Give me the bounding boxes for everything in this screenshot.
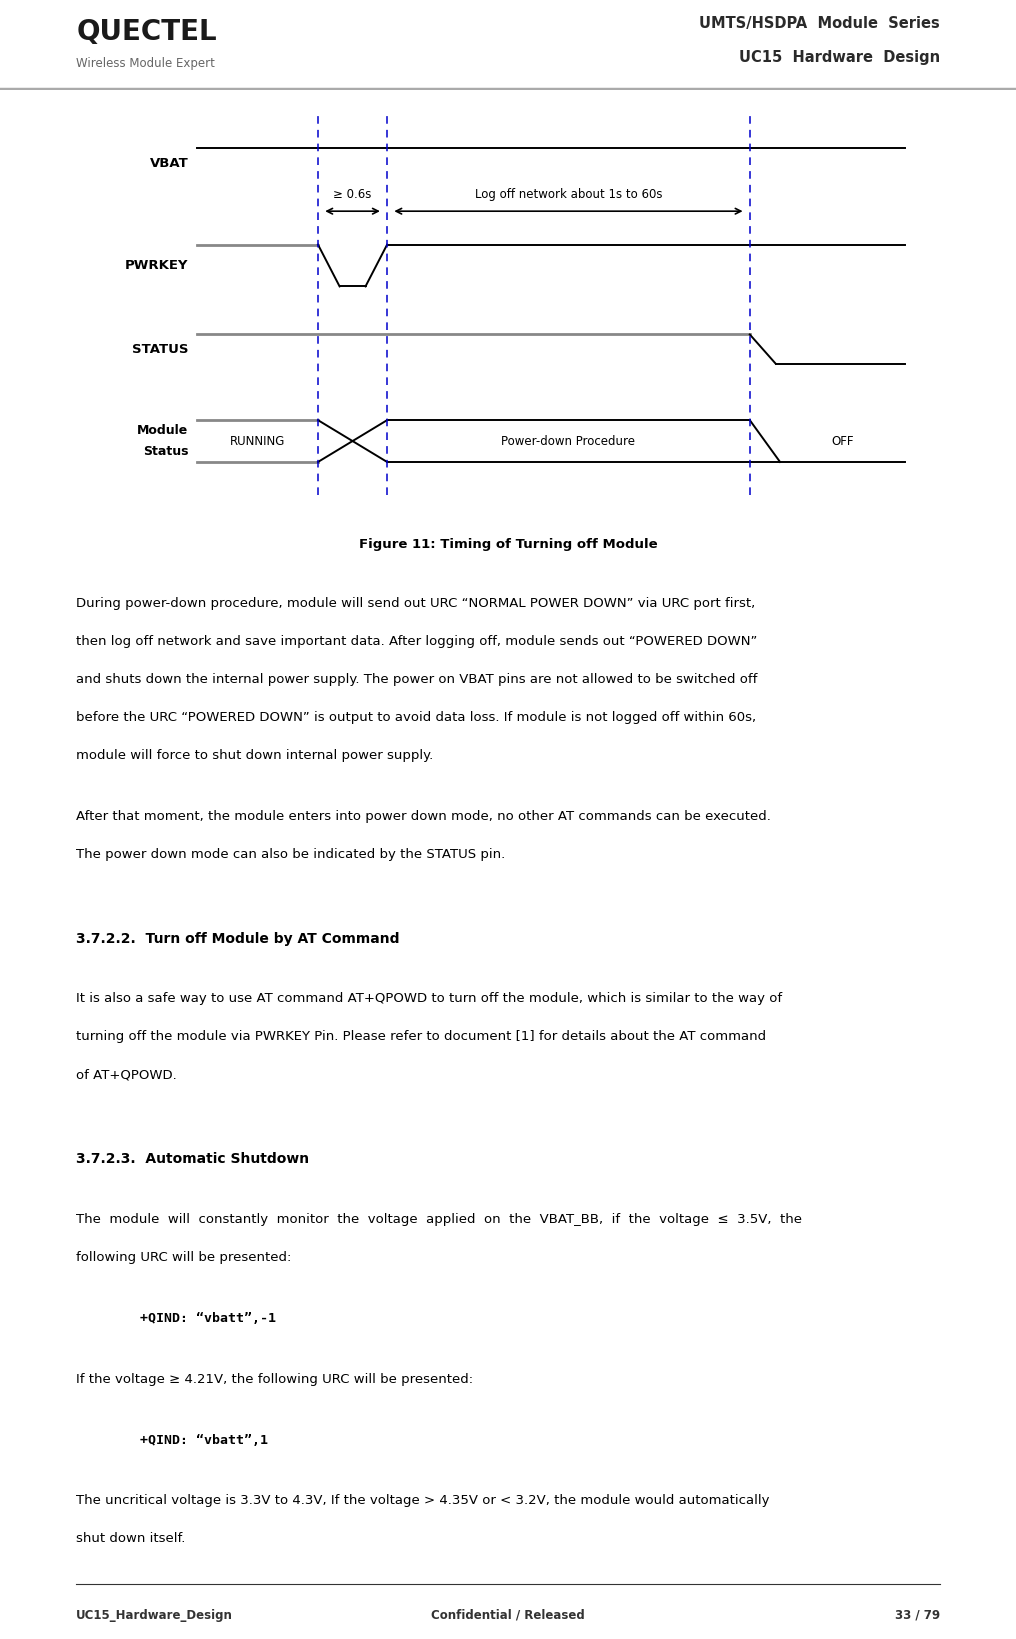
Text: +QIND: “vbatt”,1: +QIND: “vbatt”,1	[76, 1434, 268, 1447]
Text: Confidential / Released: Confidential / Released	[431, 1609, 585, 1623]
Text: 3.7.2.3.  Automatic Shutdown: 3.7.2.3. Automatic Shutdown	[76, 1152, 309, 1167]
Text: RUNNING: RUNNING	[230, 434, 285, 447]
Text: QUECTEL: QUECTEL	[76, 18, 216, 46]
Text: If the voltage ≥ 4.21V, the following URC will be presented:: If the voltage ≥ 4.21V, the following UR…	[76, 1373, 473, 1385]
Text: The  module  will  constantly  monitor  the  voltage  applied  on  the  VBAT_BB,: The module will constantly monitor the v…	[76, 1213, 803, 1226]
Text: 3.7.2.2.  Turn off Module by AT Command: 3.7.2.2. Turn off Module by AT Command	[76, 931, 399, 946]
Text: PWRKEY: PWRKEY	[125, 259, 189, 272]
Text: shut down itself.: shut down itself.	[76, 1532, 186, 1546]
Text: then log off network and save important data. After logging off, module sends ou: then log off network and save important …	[76, 634, 758, 647]
Text: of AT+QPOWD.: of AT+QPOWD.	[76, 1069, 177, 1082]
Text: The uncritical voltage is 3.3V to 4.3V, If the voltage > 4.35V or < 3.2V, the mo: The uncritical voltage is 3.3V to 4.3V, …	[76, 1495, 770, 1508]
Text: It is also a safe way to use AT command AT+QPOWD to turn off the module, which i: It is also a safe way to use AT command …	[76, 993, 782, 1005]
Text: ≥ 0.6s: ≥ 0.6s	[333, 188, 372, 200]
Text: Module: Module	[137, 425, 189, 438]
Text: following URC will be presented:: following URC will be presented:	[76, 1251, 292, 1264]
Text: turning off the module via PWRKEY Pin. Please refer to document [1] for details : turning off the module via PWRKEY Pin. P…	[76, 1031, 766, 1044]
Text: STATUS: STATUS	[132, 343, 189, 356]
Text: module will force to shut down internal power supply.: module will force to shut down internal …	[76, 749, 434, 762]
Text: +QIND: “vbatt”,-1: +QIND: “vbatt”,-1	[76, 1311, 276, 1324]
Text: UC15_Hardware_Design: UC15_Hardware_Design	[76, 1609, 233, 1623]
Text: before the URC “POWERED DOWN” is output to avoid data loss. If module is not log: before the URC “POWERED DOWN” is output …	[76, 711, 756, 724]
Text: VBAT: VBAT	[149, 157, 189, 170]
Text: Log off network about 1s to 60s: Log off network about 1s to 60s	[474, 188, 662, 200]
Text: Power-down Procedure: Power-down Procedure	[502, 434, 635, 447]
Text: Wireless Module Expert: Wireless Module Expert	[76, 57, 215, 70]
Text: Figure 11: Timing of Turning off Module: Figure 11: Timing of Turning off Module	[359, 539, 657, 551]
Text: UMTS/HSDPA  Module  Series: UMTS/HSDPA Module Series	[699, 16, 940, 31]
Text: and shuts down the internal power supply. The power on VBAT pins are not allowed: and shuts down the internal power supply…	[76, 674, 758, 687]
Text: OFF: OFF	[831, 434, 853, 447]
Text: Status: Status	[143, 446, 189, 457]
Text: UC15  Hardware  Design: UC15 Hardware Design	[739, 49, 940, 66]
Text: 33 / 79: 33 / 79	[895, 1609, 940, 1623]
Text: The power down mode can also be indicated by the STATUS pin.: The power down mode can also be indicate…	[76, 847, 505, 860]
Text: After that moment, the module enters into power down mode, no other AT commands : After that moment, the module enters int…	[76, 810, 771, 823]
Text: During power-down procedure, module will send out URC “NORMAL POWER DOWN” via UR: During power-down procedure, module will…	[76, 597, 756, 610]
